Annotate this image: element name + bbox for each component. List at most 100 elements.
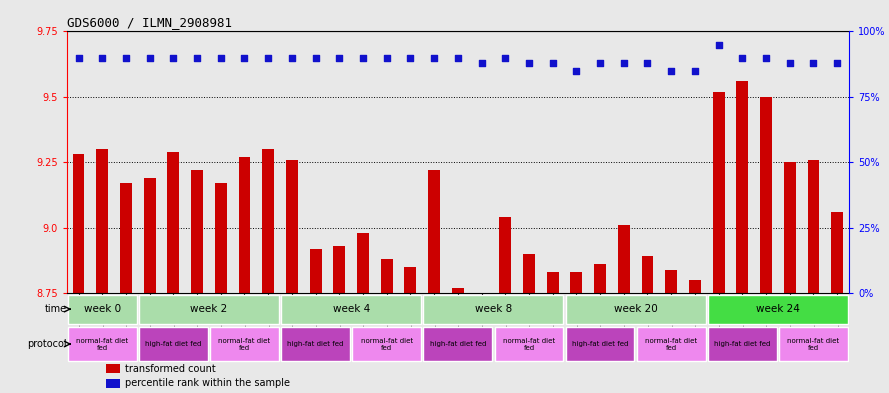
Bar — [333, 246, 345, 293]
Point — [498, 55, 512, 61]
Bar — [68, 327, 137, 361]
Text: high-fat diet fed: high-fat diet fed — [287, 341, 344, 347]
Bar — [144, 178, 156, 293]
Point — [142, 55, 156, 61]
Point — [806, 60, 821, 66]
Bar — [779, 327, 848, 361]
Point — [830, 60, 845, 66]
Bar — [106, 378, 120, 388]
Text: week 2: week 2 — [190, 304, 228, 314]
Text: high-fat diet fed: high-fat diet fed — [572, 341, 629, 347]
Bar — [500, 217, 511, 293]
Bar — [708, 295, 848, 323]
Point — [237, 55, 252, 61]
Point — [569, 68, 583, 74]
Text: normal-fat diet
fed: normal-fat diet fed — [361, 338, 412, 351]
Point — [475, 60, 489, 66]
Bar — [210, 327, 279, 361]
Bar — [191, 170, 203, 293]
Bar — [571, 272, 582, 293]
Bar — [352, 327, 421, 361]
Bar — [215, 183, 227, 293]
Bar — [281, 327, 350, 361]
Point — [593, 60, 607, 66]
Bar — [665, 270, 677, 293]
Text: high-fat diet fed: high-fat diet fed — [714, 341, 771, 347]
Bar — [594, 264, 606, 293]
Bar — [120, 183, 132, 293]
Point — [95, 55, 109, 61]
Point — [640, 60, 654, 66]
Text: high-fat diet fed: high-fat diet fed — [429, 341, 486, 347]
Bar — [423, 327, 493, 361]
Bar — [428, 170, 440, 293]
Point — [522, 60, 536, 66]
Bar — [637, 327, 706, 361]
Bar — [357, 233, 369, 293]
Point — [308, 55, 323, 61]
Bar — [309, 249, 322, 293]
Bar — [167, 152, 180, 293]
Bar — [565, 327, 635, 361]
Point — [284, 55, 299, 61]
Point — [711, 41, 725, 48]
Point — [190, 55, 204, 61]
Text: normal-fat diet
fed: normal-fat diet fed — [76, 338, 128, 351]
Point — [688, 68, 702, 74]
Point — [356, 55, 370, 61]
Bar — [106, 364, 120, 373]
Text: percentile rank within the sample: percentile rank within the sample — [125, 378, 291, 388]
Point — [617, 60, 631, 66]
Bar — [73, 154, 84, 293]
Bar — [689, 280, 701, 293]
Text: week 8: week 8 — [475, 304, 512, 314]
Text: high-fat diet fed: high-fat diet fed — [145, 341, 202, 347]
Point — [404, 55, 418, 61]
Text: protocol: protocol — [28, 339, 68, 349]
Bar — [642, 257, 653, 293]
Text: transformed count: transformed count — [125, 364, 216, 374]
Text: GDS6000 / ILMN_2908981: GDS6000 / ILMN_2908981 — [67, 16, 232, 29]
Point — [427, 55, 441, 61]
Bar — [281, 295, 421, 323]
Point — [332, 55, 347, 61]
Bar — [139, 295, 279, 323]
Point — [261, 55, 276, 61]
Text: week 20: week 20 — [613, 304, 658, 314]
Bar — [784, 162, 796, 293]
Bar — [618, 225, 629, 293]
Bar — [494, 327, 564, 361]
Point — [119, 55, 133, 61]
Bar — [286, 160, 298, 293]
Bar — [760, 97, 772, 293]
Point — [451, 55, 465, 61]
Bar — [238, 157, 251, 293]
Bar — [831, 212, 843, 293]
Point — [380, 55, 394, 61]
Point — [735, 55, 749, 61]
Bar — [96, 149, 108, 293]
Text: normal-fat diet
fed: normal-fat diet fed — [219, 338, 270, 351]
Text: week 0: week 0 — [84, 304, 121, 314]
Point — [213, 55, 228, 61]
Text: normal-fat diet
fed: normal-fat diet fed — [503, 338, 555, 351]
Text: week 24: week 24 — [756, 304, 800, 314]
Bar — [807, 160, 820, 293]
Bar — [713, 92, 725, 293]
Text: normal-fat diet
fed: normal-fat diet fed — [645, 338, 697, 351]
Point — [166, 55, 180, 61]
Bar — [452, 288, 464, 293]
Bar — [547, 272, 558, 293]
Point — [782, 60, 797, 66]
Bar — [523, 254, 535, 293]
Bar — [736, 81, 749, 293]
Bar — [565, 295, 706, 323]
Text: week 4: week 4 — [332, 304, 370, 314]
Bar — [68, 295, 137, 323]
Bar — [708, 327, 777, 361]
Bar — [262, 149, 274, 293]
Point — [546, 60, 560, 66]
Bar — [423, 295, 564, 323]
Point — [759, 55, 773, 61]
Text: time: time — [45, 304, 68, 314]
